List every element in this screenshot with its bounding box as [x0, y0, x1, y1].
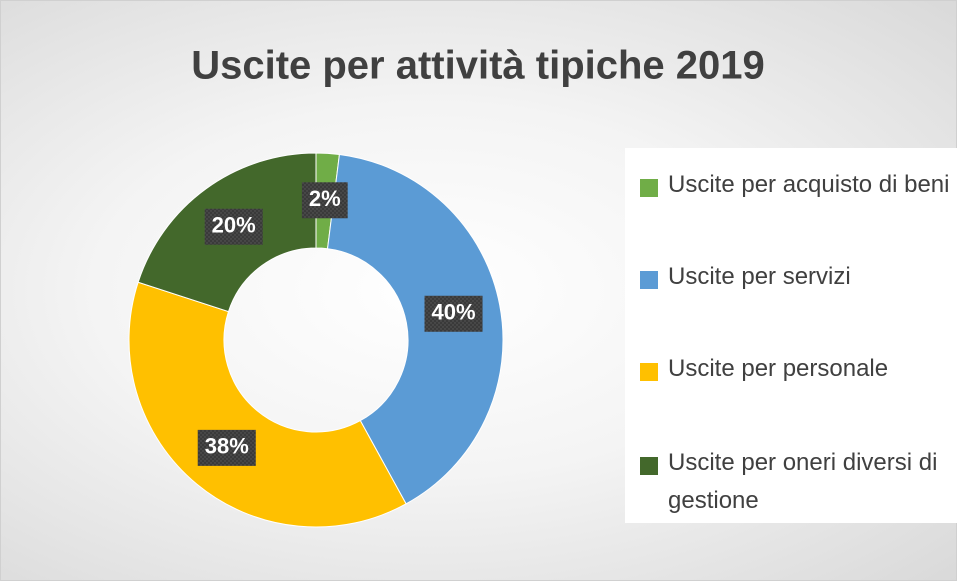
legend: Uscite per acquisto di beni Uscite per se… — [625, 148, 957, 523]
donut-slice — [326, 153, 504, 505]
data-label: 38% — [197, 429, 256, 466]
chart-title: Uscite per attività tipiche 2019 — [191, 44, 765, 88]
data-label-text: 38% — [205, 434, 249, 459]
data-label-box — [424, 295, 483, 332]
legend-swatch — [640, 363, 658, 381]
legend-item: Uscite per acquisto di beni — [640, 166, 952, 204]
data-label-text: 40% — [431, 300, 475, 325]
data-label-text: 20% — [212, 213, 256, 238]
legend-label: Uscite per acquisto di beni — [668, 171, 950, 198]
legend-label: Uscite per oneri diversi di gestione — [668, 449, 938, 514]
data-label-text: 2% — [309, 186, 341, 211]
donut-slice — [128, 281, 407, 528]
legend-item: Uscite per servizi — [640, 258, 952, 296]
data-label: 40% — [424, 295, 483, 332]
data-label: 20% — [204, 208, 263, 245]
data-label-box — [301, 182, 348, 219]
data-label: 2% — [301, 182, 348, 219]
legend-swatch — [640, 271, 658, 289]
legend-label: Uscite per servizi — [668, 263, 851, 290]
legend-swatch — [640, 179, 658, 197]
data-label-box — [204, 208, 263, 245]
legend-item: Uscite per personale — [640, 350, 952, 388]
legend-item: Uscite per oneri diversi di gestione — [640, 444, 952, 520]
data-label-box — [197, 429, 256, 466]
legend-swatch — [640, 457, 658, 475]
legend-label: Uscite per personale — [668, 355, 889, 382]
